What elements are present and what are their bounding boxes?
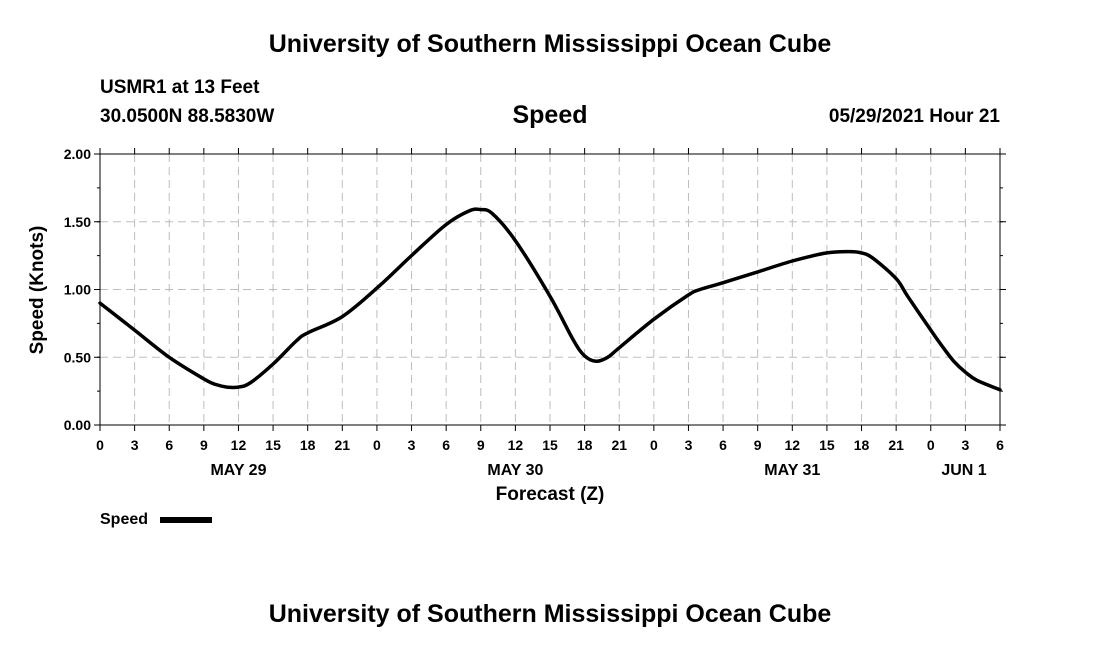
x-tick-label: 9 [200,437,208,453]
plot-frame [99,153,1001,426]
x-tick-label: 0 [96,437,104,453]
x-tick-label: 12 [508,437,524,453]
x-tick-label: 9 [754,437,762,453]
x-tick-label: 18 [577,437,593,453]
x-tick-label: 21 [611,437,627,453]
axis-ticks [94,148,1006,431]
x-tick-label: 15 [819,437,835,453]
x-tick-label: 15 [542,437,558,453]
day-label: JUN 1 [941,462,986,479]
x-tick-label: 0 [373,437,381,453]
chart-title: Speed [512,101,588,129]
x-tick-label: 6 [996,437,1004,453]
grid [100,154,1000,425]
station-label: USMR1 at 13 Feet [100,77,260,98]
x-tick-labels: 0 3 6 9 12 15 18 21 0 3 6 9 12 15 18 21 0 3 6 9 12 15 18 21 0 3 6 [96,437,1004,453]
x-tick-label: 18 [854,437,870,453]
forecast-datetime: 05/29/2021 Hour 21 [828,106,1000,127]
y-tick-label: 1.00 [64,282,91,298]
x-axis-label: Forecast (Z) [496,484,605,505]
footer-title: University of Southern Mississippi Ocean… [268,600,832,628]
x-tick-label: 18 [300,437,316,453]
y-tick-label: 0.00 [64,417,91,433]
x-tick-label: 15 [265,437,281,453]
x-tick-label: 0 [650,437,658,453]
x-tick-label: 6 [719,437,727,453]
day-labels: MAY 29 MAY 30 MAY 31 JUN 1 [210,462,986,479]
y-tick-labels: 0.00 0.50 1.00 1.50 2.00 [64,146,91,433]
legend: Speed [100,511,212,528]
y-tick-label: 0.50 [64,349,91,365]
day-label: MAY 31 [764,462,820,479]
page-title: University of Southern Mississippi Ocean… [268,30,832,58]
day-label: MAY 29 [210,462,266,479]
y-tick-label: 1.50 [64,214,91,230]
x-tick-label: 9 [477,437,485,453]
x-tick-label: 6 [442,437,450,453]
x-tick-label: 3 [131,437,139,453]
y-tick-label: 2.00 [64,146,91,162]
day-label: MAY 30 [487,462,543,479]
x-tick-label: 3 [961,437,969,453]
y-axis-label: Speed (Knots) [27,226,48,355]
x-tick-label: 21 [888,437,904,453]
x-tick-label: 6 [165,437,173,453]
x-tick-label: 21 [335,437,351,453]
x-tick-label: 3 [685,437,693,453]
station-coordinates: 30.0500N 88.5830W [100,106,275,127]
speed-series-line [98,207,1002,392]
x-tick-label: 0 [927,437,935,453]
legend-label-speed: Speed [100,511,148,528]
x-tick-label: 3 [408,437,416,453]
x-tick-label: 12 [231,437,247,453]
x-tick-label: 12 [785,437,801,453]
